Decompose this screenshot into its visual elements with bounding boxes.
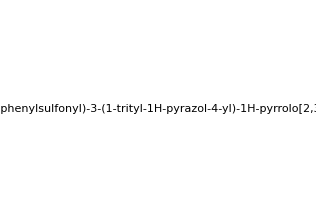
Text: 5-bromo-1-(phenylsulfonyl)-3-(1-trityl-1H-pyrazol-4-yl)-1H-pyrrolo[2,3-b]pyridin: 5-bromo-1-(phenylsulfonyl)-3-(1-trityl-1…: [0, 104, 316, 114]
